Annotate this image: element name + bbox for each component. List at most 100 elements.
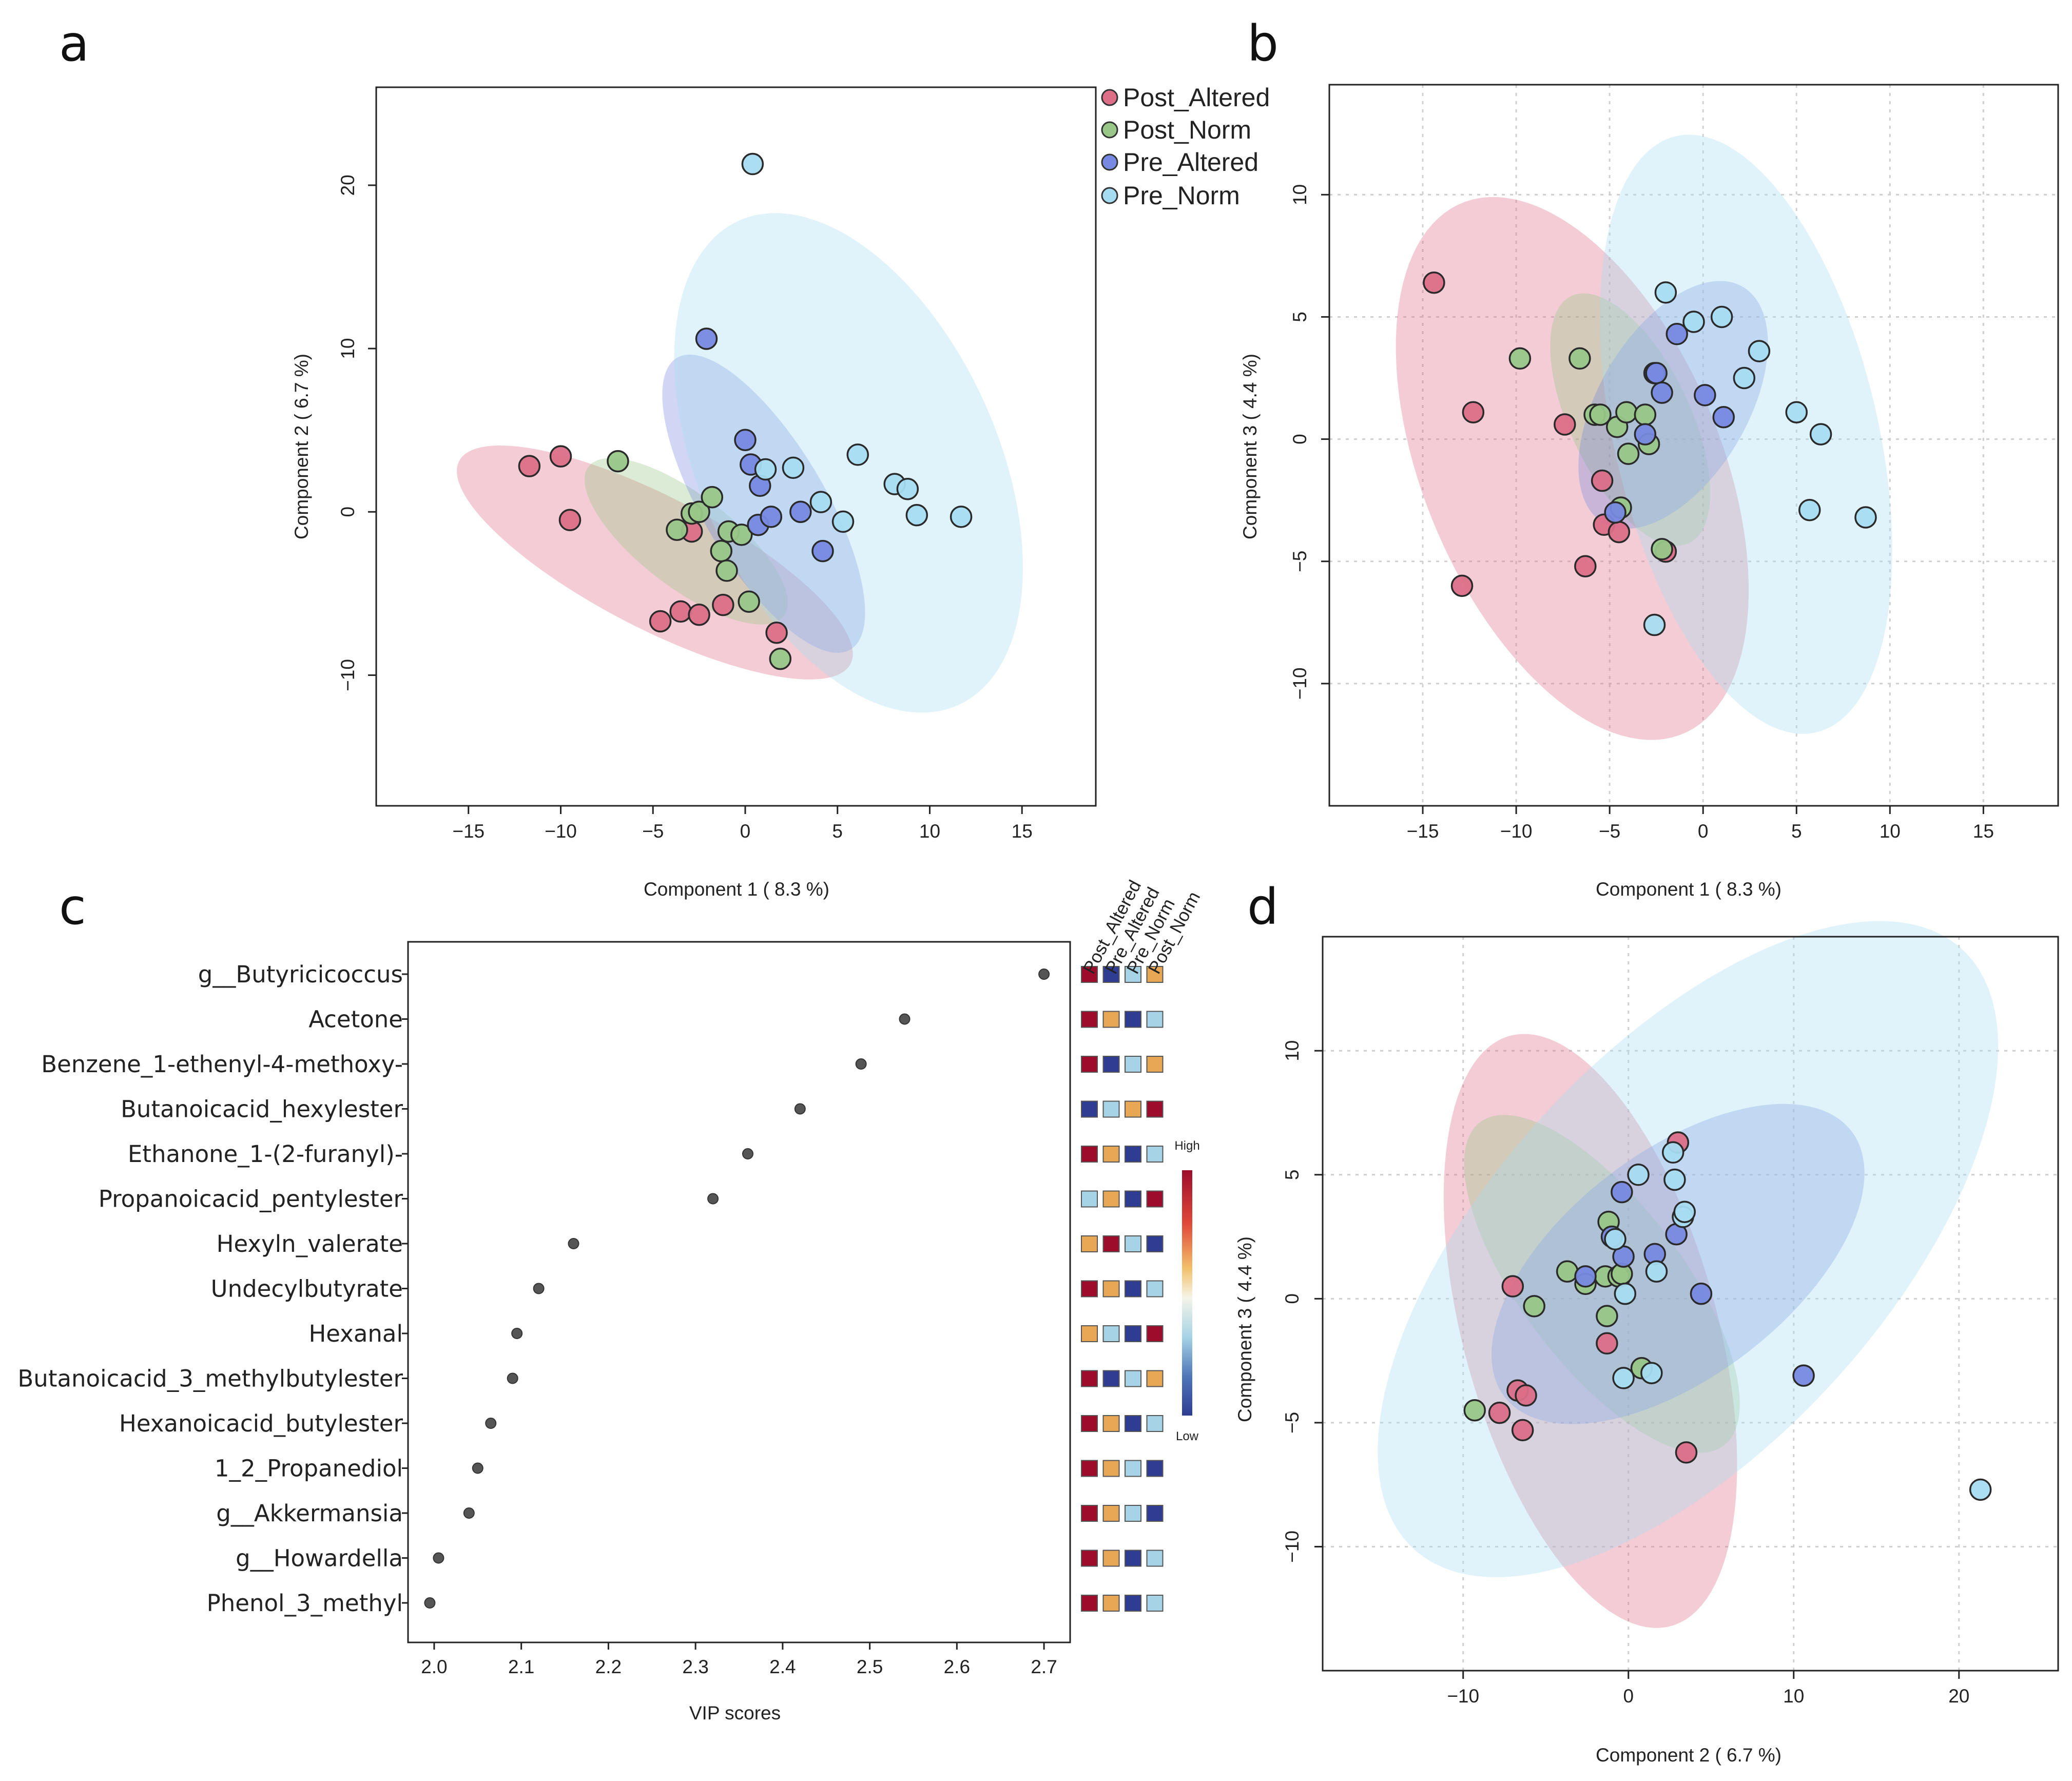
panel-b-point-pre-norm [1654, 281, 1677, 304]
panel-a-point-post-norm [607, 450, 629, 473]
panel-a-point-pre-norm [831, 510, 855, 533]
panel-b-xtick-label: −15 [1407, 821, 1439, 842]
panel-b-point-post-norm [1617, 442, 1640, 465]
heat-cell [1146, 1011, 1164, 1028]
panel-b-scatter: −15 −10 −5 0 5 10 15 −10 −5 0 5 10 Component 1 ( 8.… [1240, 84, 2059, 900]
heat-cell [1102, 1100, 1120, 1118]
panel-b-xtick-label: 0 [1698, 821, 1709, 842]
panel-a-point-post-norm [738, 590, 760, 613]
panel-a-ytick-label: −10 [337, 659, 358, 691]
panel-a-point-pre-norm [754, 458, 777, 481]
heat-cell [1102, 1595, 1120, 1612]
heat-cell [1146, 1370, 1164, 1387]
feature-label: Butanoicacid_3_methylbutylester [17, 1365, 403, 1392]
panel-b-plot-area: −15 −10 −5 0 5 10 15 −10 −5 0 5 10 [1289, 84, 2059, 842]
panel-b-point-post-altered [1608, 520, 1631, 544]
panel-d-frame [1322, 936, 2059, 1672]
panel-d-ytick-label: 5 [1282, 1169, 1303, 1180]
panel-c-plot-area: 2.0 2.1 2.2 2.3 2.4 2.5 2.6 2.7 g__Butyricicoccu… [17, 941, 1164, 1677]
panel-b-ytick-label: 0 [1289, 434, 1310, 444]
panel-d-xtick-label: 0 [1623, 1686, 1634, 1707]
panel-b-ytick-label: 10 [1289, 184, 1310, 205]
panel-d-ellipse-post-altered [1443, 1034, 1737, 1628]
panel-c-xtick-label: 2.7 [1031, 1656, 1057, 1677]
panel-b-point-pre-altered [1666, 323, 1688, 345]
panel-a-ellipse-post-altered [457, 446, 853, 680]
heat-cell [1125, 1460, 1141, 1477]
panel-a-xtick-label: −15 [452, 821, 485, 842]
panel-a-xtick-label: 15 [1012, 821, 1033, 842]
legend: Post_Altered Post_Norm Pre_Altered Pre_N… [1101, 83, 1270, 210]
feature-label: Butanoicacid_hexylester [121, 1096, 403, 1123]
panel-c-xtick-label: 2.2 [595, 1656, 622, 1677]
vip-point [707, 1193, 719, 1205]
panel-a-ytick-label: 0 [337, 507, 358, 517]
panel-a-xtick-label: 0 [740, 821, 751, 842]
panel-b-point-pre-altered [1645, 362, 1668, 384]
legend-label-post-altered: Post_Altered [1123, 83, 1270, 112]
panel-c-xtick-label: 2.1 [508, 1656, 534, 1677]
panel-d-xlabel: Component 2 ( 6.7 %) [1596, 1745, 1781, 1766]
panel-a-point-post-norm [715, 559, 738, 582]
panel-a-frame [375, 86, 1097, 807]
heat-cell [1146, 1595, 1164, 1612]
heat-cell [1125, 1100, 1141, 1118]
legend-label-pre-altered: Pre_Altered [1123, 148, 1258, 177]
heat-cell [1125, 1370, 1141, 1387]
colorbar [1182, 1170, 1192, 1416]
heat-cell [1081, 1100, 1098, 1118]
heat-cell [1125, 1550, 1141, 1567]
feature-label: Acetone [308, 1006, 403, 1033]
panel-a-point-pre-norm [741, 152, 764, 176]
heat-cell [1081, 1505, 1098, 1522]
heat-cell [1102, 1325, 1120, 1342]
panel-b-point-pre-norm [1854, 506, 1877, 529]
panel-c-xlabel: VIP scores [689, 1702, 781, 1724]
colorbar-high-label: High [1174, 1139, 1199, 1153]
panel-d-point-pre-norm [1612, 1367, 1635, 1389]
panel-a-point-pre-norm [896, 477, 919, 500]
panel-d-ytick-label: −10 [1282, 1531, 1303, 1563]
panel-d-ytick-label: 0 [1282, 1293, 1303, 1304]
panel-b-point-pre-altered [1634, 423, 1657, 446]
panel-a-ellipse-post-norm [585, 458, 788, 625]
heat-cell [1146, 1460, 1164, 1477]
heat-cell [1125, 1146, 1141, 1163]
panel-a-point-pre-norm [809, 491, 832, 513]
heat-cell [1102, 1280, 1120, 1298]
heat-cell [1125, 1190, 1141, 1208]
panel-d-point-post-altered [1488, 1401, 1511, 1424]
panel-a-point-post-norm [666, 518, 688, 541]
panel-b-point-post-norm [1634, 403, 1657, 426]
heat-cell [1146, 1550, 1164, 1567]
vip-point [899, 1013, 911, 1025]
panel-d-point-post-norm [1523, 1295, 1545, 1318]
panel-b-point-pre-altered [1604, 501, 1626, 524]
panel-d-point-pre-norm [1663, 1168, 1686, 1191]
panel-b-point-post-norm [1568, 347, 1591, 370]
panel-b-frame [1328, 84, 2059, 807]
panel-a-point-post-altered [669, 600, 692, 623]
panel-b-point-pre-norm [1785, 401, 1808, 423]
panel-d-point-post-altered [1515, 1384, 1537, 1407]
panel-d-point-post-altered [1596, 1332, 1618, 1355]
panel-d-point-post-norm [1556, 1260, 1579, 1283]
heat-cell [1146, 1325, 1164, 1342]
heat-cell [1125, 1011, 1141, 1028]
panel-d-scatter: −10 0 10 20 −10 −5 0 5 10 Component 2 ( 6.7 %) C… [1234, 921, 2059, 1766]
legend-marker-pre-altered [1101, 153, 1118, 171]
panel-label-b: b [1247, 15, 1279, 72]
feature-label: Ethanone_1-(2-furanyl)- [128, 1140, 403, 1168]
vip-point [855, 1058, 867, 1070]
panel-b-point-post-altered [1450, 574, 1474, 597]
heat-cell [1125, 1415, 1141, 1432]
feature-label: Hexyln_valerate [217, 1230, 403, 1257]
panel-a-point-post-altered [549, 445, 572, 468]
panel-d-point-post-altered [1501, 1275, 1524, 1298]
heat-cell [1081, 1460, 1098, 1477]
panel-d-point-pre-altered [1611, 1180, 1633, 1204]
panel-a-point-post-altered [765, 621, 788, 644]
panel-b-point-post-norm [1508, 347, 1532, 370]
panel-d-ylabel: Component 3 ( 4.4 %) [1234, 1236, 1255, 1422]
panel-a-ellipse-pre-norm [674, 213, 1023, 713]
